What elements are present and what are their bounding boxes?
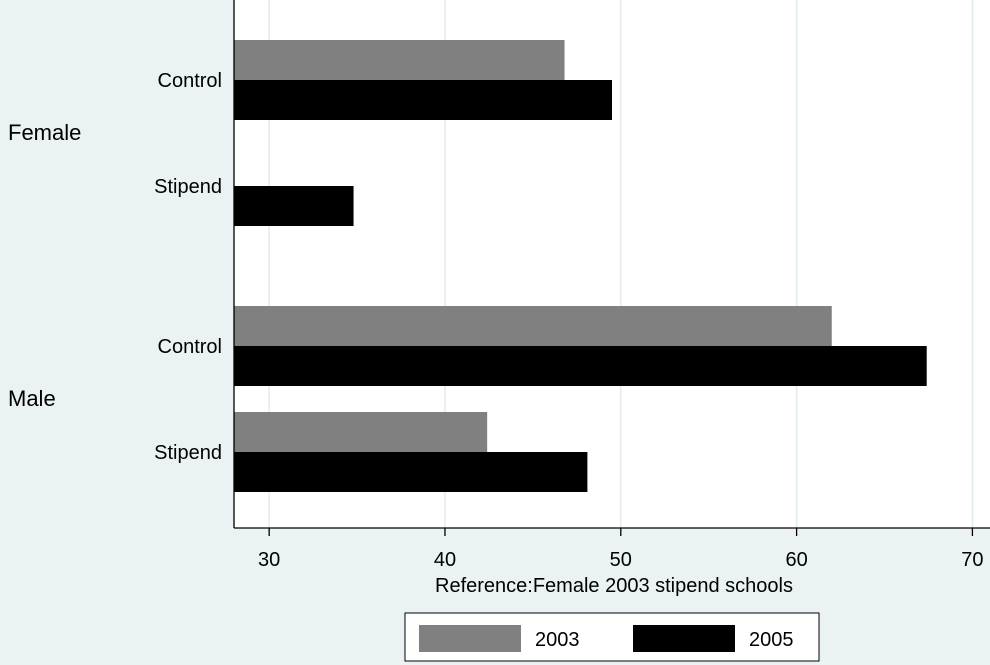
group-label-male: Male <box>8 386 56 411</box>
x-ticks: 30 40 50 60 70 <box>258 528 984 571</box>
x-tick-label: 50 <box>610 549 632 571</box>
x-tick-label: 30 <box>258 549 280 571</box>
category-label: Control <box>158 70 222 92</box>
x-tick-label: 60 <box>785 549 807 571</box>
bars <box>234 40 927 492</box>
bar-2005 <box>234 452 588 492</box>
category-label: Stipend <box>154 176 222 198</box>
bar-2003 <box>234 412 488 452</box>
legend-label-2005: 2005 <box>749 629 794 651</box>
legend-swatch-2005 <box>633 625 735 652</box>
bar-2003 <box>234 40 565 80</box>
legend-label-2003: 2003 <box>535 629 580 651</box>
x-tick-label: 40 <box>434 549 456 571</box>
bar-2005 <box>234 186 354 226</box>
category-label: Stipend <box>154 442 222 464</box>
x-tick-label: 70 <box>961 549 983 571</box>
category-labels: Female Control Stipend Male Control Stipend <box>8 70 222 464</box>
legend-swatch-2003 <box>419 625 521 652</box>
bar-2005 <box>234 346 927 386</box>
legend: 2003 2005 <box>404 612 820 662</box>
x-axis-title: Reference:Female 2003 stipend schools <box>435 575 793 597</box>
bar-2003 <box>234 306 832 346</box>
axes <box>233 0 990 529</box>
category-label: Control <box>158 336 222 358</box>
group-label-female: Female <box>8 120 81 145</box>
bar-2005 <box>234 80 612 120</box>
